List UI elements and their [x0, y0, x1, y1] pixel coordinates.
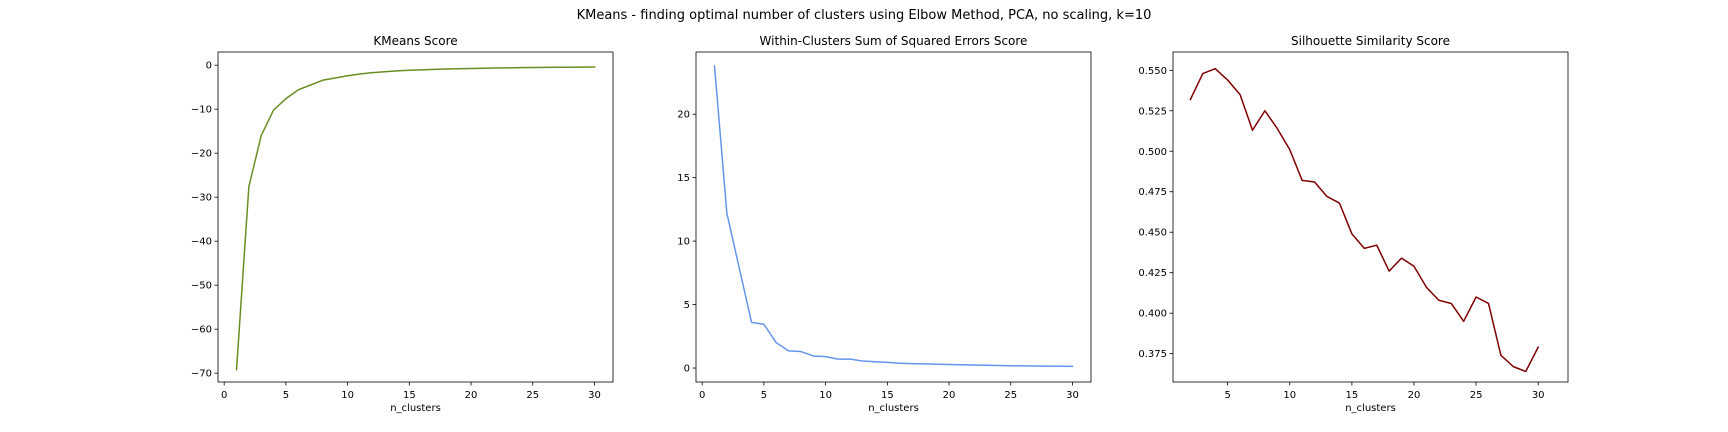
subplot-3: Silhouette Similarity Score 5 10 15 20 25 30 0.…: [1138, 34, 1569, 414]
subplot-2: Within-Clusters Sum of Squared Errors Sc…: [677, 34, 1092, 414]
y-tick-label: −50: [191, 281, 212, 292]
y-tick-label: −10: [191, 105, 212, 116]
y-tick-label: −20: [191, 149, 212, 160]
x-tick-label: 10: [819, 390, 832, 401]
figure-suptitle: KMeans - finding optimal number of clust…: [577, 8, 1152, 23]
x-tick-label: 25: [1470, 390, 1483, 401]
subplot-title: Within-Clusters Sum of Squared Errors Sc…: [760, 34, 1028, 48]
x-axis-label: n_clusters: [868, 403, 919, 414]
y-tick-label: −60: [191, 325, 212, 336]
x-tick-label: 5: [761, 390, 767, 401]
y-tick-label: 5: [684, 300, 690, 311]
plot-frame: [217, 51, 614, 383]
plot-frame: [1172, 51, 1569, 383]
x-tick-label: 20: [943, 390, 956, 401]
x-tick-label: 30: [1066, 390, 1079, 401]
subplot-1: KMeans Score 0 5 10 15 20 25 30 −70 −60 −50 −40 −30 −…: [191, 34, 614, 414]
plot-frame: [695, 51, 1092, 383]
y-tick-label: 0.425: [1138, 268, 1167, 279]
x-tick-label: 15: [1346, 390, 1359, 401]
x-tick-label: 20: [1408, 390, 1421, 401]
x-tick-label: 30: [1532, 390, 1545, 401]
y-tick-label: 0.500: [1138, 147, 1167, 158]
x-tick-label: 0: [221, 390, 227, 401]
y-tick-label: 20: [677, 110, 690, 121]
x-axis-label: n_clusters: [390, 403, 441, 414]
y-tick-label: 0: [206, 61, 212, 72]
y-tick-label: 10: [677, 237, 690, 248]
y-tick-label: −70: [191, 369, 212, 380]
x-axis-label: n_clusters: [1345, 403, 1396, 414]
x-tick-label: 15: [403, 390, 416, 401]
x-tick-label: 30: [588, 390, 601, 401]
series-line-1: [235, 66, 596, 371]
series-line-1: [1189, 67, 1540, 373]
series-line-1: [713, 65, 1074, 368]
y-tick-label: 0.450: [1138, 228, 1167, 239]
x-tick-label: 0: [699, 390, 705, 401]
y-tick-label: 0: [684, 364, 690, 375]
x-tick-label: 5: [283, 390, 289, 401]
y-tick-label: 0.400: [1138, 309, 1167, 320]
subplot-title: KMeans Score: [373, 34, 457, 48]
y-tick-label: 0.375: [1138, 349, 1167, 360]
x-tick-label: 10: [1283, 390, 1296, 401]
subplot-title: Silhouette Similarity Score: [1291, 34, 1450, 48]
x-tick-label: 5: [1224, 390, 1230, 401]
y-tick-label: 0.550: [1138, 66, 1167, 77]
subplots: KMeans Score 0 5 10 15 20 25 30 −70 −60 −50 −40 −30 −…: [191, 34, 1569, 414]
x-tick-label: 25: [526, 390, 539, 401]
x-tick-label: 10: [341, 390, 354, 401]
y-tick-label: 0.525: [1138, 106, 1167, 117]
y-tick-label: −40: [191, 237, 212, 248]
y-tick-label: 0.475: [1138, 187, 1167, 198]
y-tick-label: −30: [191, 193, 212, 204]
x-tick-label: 15: [881, 390, 894, 401]
x-tick-label: 25: [1004, 390, 1017, 401]
y-tick-label: 15: [677, 173, 690, 184]
x-tick-label: 20: [465, 390, 478, 401]
